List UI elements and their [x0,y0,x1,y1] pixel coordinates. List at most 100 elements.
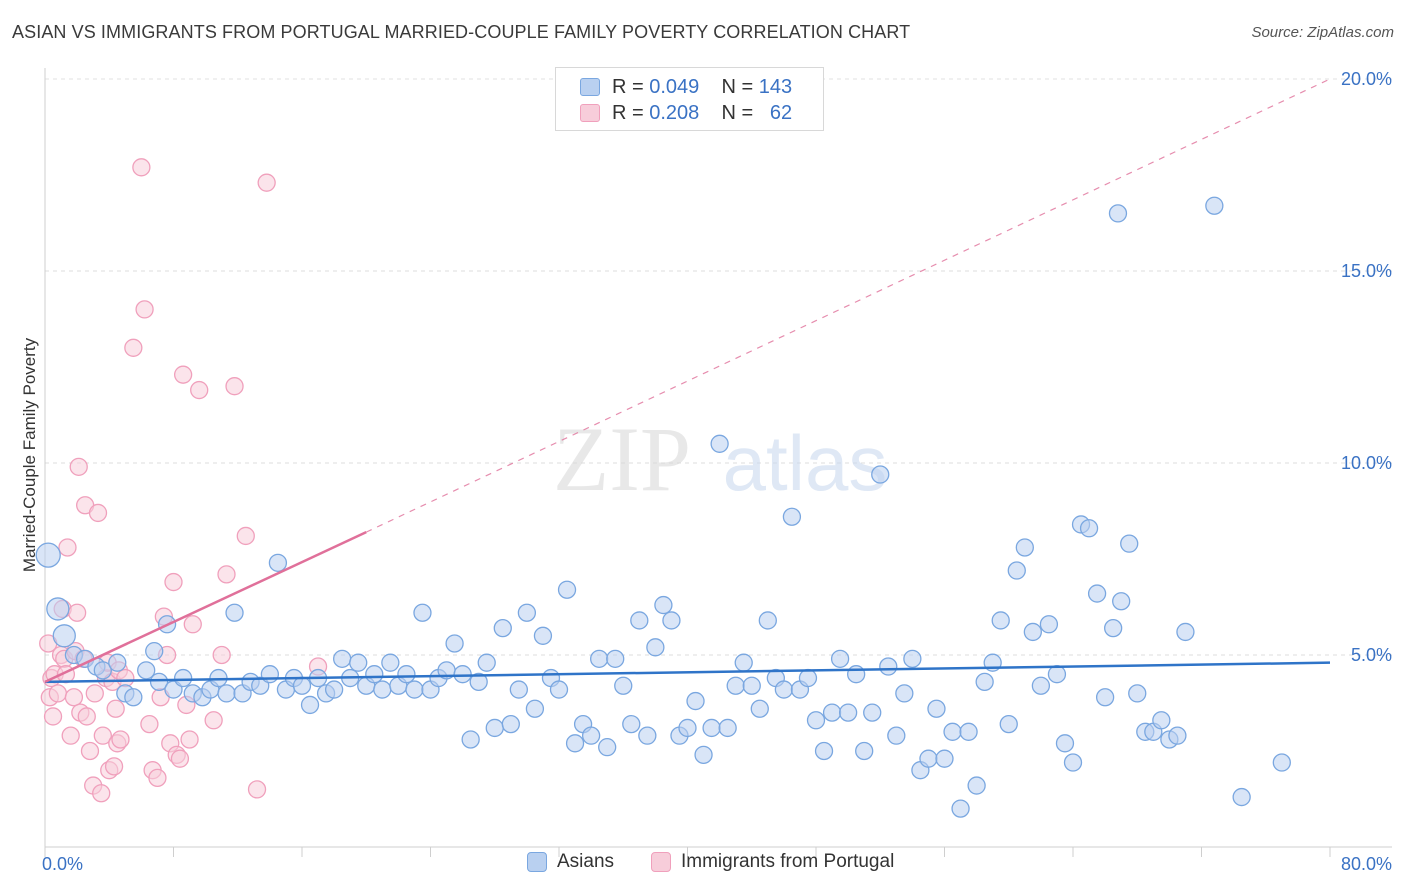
legend-label-portugal: Immigrants from Portugal [681,851,895,872]
portugal-point [92,784,111,803]
asian-point [646,638,665,657]
asian-point [260,665,280,684]
asian-point [365,665,384,684]
asian-point [863,703,882,722]
portugal-point [85,684,104,703]
asian-point [405,680,424,699]
asian-point [217,684,236,703]
legend-swatch-asians [527,852,547,872]
x-tick-label-max: 80.0% [1341,854,1392,874]
portugal-point [111,730,130,749]
asian-point [124,688,143,707]
r-value: 0.049 [649,75,700,98]
asian-point [108,653,127,672]
asian-point [533,626,553,645]
asian-point [485,718,504,738]
asian-point [662,611,681,630]
asian-point [46,597,70,621]
r-label: R = [612,75,644,98]
asian-point [991,611,1010,630]
asian-point [477,653,496,672]
asian-point [871,465,890,484]
asian-point [445,634,464,653]
asian-point [903,649,922,668]
portugal-point [69,457,88,476]
asian-point [1120,534,1139,553]
portugal-trend-extension [365,78,1331,533]
asian-point [461,730,480,749]
asian-point [1079,519,1099,538]
portugal-point [135,300,154,319]
asian-point [879,657,898,676]
asian-trend-line [44,661,1331,684]
asian-point [694,745,713,764]
asian-point [525,699,545,718]
portugal-point [124,338,143,357]
asian-point [822,703,842,722]
asian-point [606,649,625,668]
portugal-point [106,699,125,718]
asian-point [1168,726,1187,745]
asian-point [919,749,938,768]
asian-point [935,749,954,768]
portugal-point [104,757,124,776]
portugal-point [93,726,112,745]
asian-point [718,718,737,738]
asian-point [1112,592,1131,611]
y-tick-label: 10.0% [1341,453,1392,473]
asian-point [630,611,649,630]
y-tick-label: 5.0% [1351,645,1392,665]
asian-point [333,649,352,668]
y-tick-label: 20.0% [1341,69,1392,89]
portugal-point [217,565,236,584]
asian-point [927,699,946,718]
portugal-point [80,741,100,761]
asian-point [734,653,753,672]
source-credit: Source: ZipAtlas.com [1251,24,1394,41]
portugal-point [148,768,167,788]
portugal-point [67,603,87,622]
asian-point [638,726,657,745]
portugal-point [247,780,267,799]
trend-lines [44,78,1331,684]
asian-point [517,603,537,622]
asian-point [742,676,761,695]
portugal-point [236,526,255,546]
asian-point [598,738,617,757]
tick-labels: 5.0% 10.0% 15.0% 20.0% 0.0% 80.0% [42,69,1392,874]
portugal-point [164,572,183,592]
asian-point [895,684,914,703]
portugal-point [61,726,80,745]
asian-point [967,776,986,795]
r-value: 0.208 [649,101,700,124]
portugal-point [190,380,209,400]
asian-point [750,699,769,718]
portugal-point [183,615,202,634]
portugal-point [132,158,151,177]
legend-row-portugal: R = 0.208 N = 62 [580,101,792,125]
asian-point [324,680,344,699]
portugal-point [225,377,244,396]
asian-point [1108,204,1128,223]
asian-point [565,734,585,753]
asian-point [93,661,112,680]
asian-point [268,553,288,572]
asian-point [614,676,633,695]
series-immigrants-from-portugal [39,158,328,803]
n-label: N = [721,101,754,124]
portugal-point [180,730,199,749]
asian-point [509,680,528,699]
asian-point [557,580,577,599]
legend-swatch-portugal [580,104,600,122]
asian-point [549,680,569,699]
asian-point [622,714,641,734]
asian-point [1031,676,1051,695]
portugal-point [58,538,77,557]
legend-item-portugal: Immigrants from Portugal [651,851,894,873]
asian-point [975,672,994,692]
asian-point [814,741,834,761]
asian-point [173,668,193,688]
series-asians [35,196,1291,818]
asian-point [1007,561,1026,580]
legend-item-asians: Asians [527,851,614,873]
